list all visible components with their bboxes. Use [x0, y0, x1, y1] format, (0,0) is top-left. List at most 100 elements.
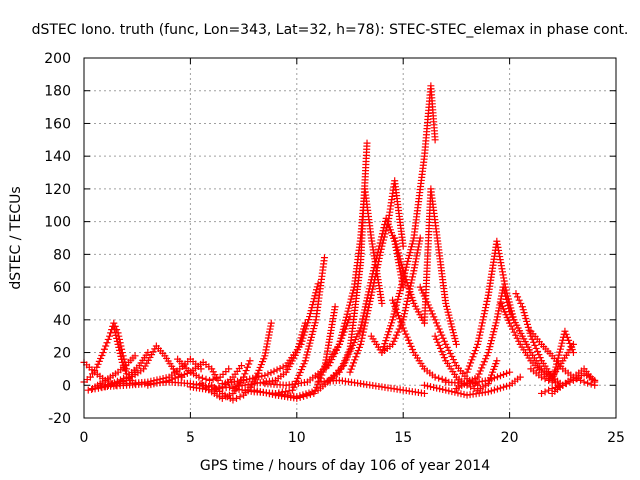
interpolated-markers	[455, 364, 469, 380]
interpolated-markers	[583, 371, 596, 383]
interpolated-markers	[312, 257, 328, 321]
data-point	[499, 283, 507, 291]
interpolated-markers	[361, 188, 375, 239]
interpolated-markers	[253, 387, 276, 398]
interpolated-markers	[540, 367, 553, 379]
interpolated-markers	[141, 345, 159, 370]
x-tick-label: 15	[394, 430, 412, 446]
data-point	[237, 362, 245, 370]
interpolated-markers	[518, 343, 533, 362]
y-tick-label: 160	[44, 116, 71, 132]
data-point	[246, 357, 254, 365]
data-point	[195, 373, 203, 381]
x-tick-label: 20	[501, 430, 519, 446]
interpolated-markers	[198, 374, 210, 383]
data-point	[506, 368, 514, 376]
interpolated-markers	[93, 370, 107, 382]
data-point	[93, 363, 101, 371]
interpolated-markers	[541, 386, 553, 396]
interpolated-markers	[163, 354, 176, 370]
data-point	[474, 340, 482, 348]
data-point	[378, 299, 386, 307]
data-point	[420, 381, 428, 389]
data-point	[357, 340, 365, 348]
interpolated-markers	[243, 372, 266, 384]
interpolated-markers	[219, 368, 230, 378]
interpolated-markers	[261, 322, 275, 357]
data-point	[106, 332, 114, 340]
interpolated-markers	[125, 367, 145, 382]
interpolated-markers	[464, 343, 480, 373]
data-point	[293, 393, 301, 401]
interpolated-markers	[298, 316, 313, 345]
data-point	[289, 386, 297, 394]
data-point	[548, 378, 556, 386]
interpolated-markers	[381, 342, 394, 354]
interpolated-markers	[572, 371, 585, 383]
interpolated-markers	[444, 359, 459, 378]
interpolated-markers	[443, 302, 460, 345]
tick-layer: -20 0 20 40 60 80 100 120 140 160 180 200 0 5 10 15 20 25	[44, 51, 625, 446]
series-arc-39	[314, 376, 428, 397]
interpolated-markers	[549, 330, 568, 383]
series-arc-24	[391, 185, 460, 348]
interpolated-markers	[541, 375, 553, 384]
interpolated-markers	[529, 351, 544, 370]
data-point	[591, 376, 599, 384]
data-point	[357, 324, 365, 332]
data-point	[548, 385, 556, 393]
interpolated-markers	[351, 237, 364, 288]
interpolated-markers	[210, 383, 224, 395]
interpolated-markers	[551, 383, 564, 395]
interpolated-markers	[391, 237, 406, 272]
data-point	[399, 267, 407, 275]
data-point	[416, 234, 424, 242]
y-tick-label: 120	[44, 182, 71, 198]
data-point	[306, 313, 314, 321]
interpolated-markers	[412, 351, 427, 370]
series-arc-34	[527, 327, 599, 389]
interpolated-markers	[327, 364, 345, 382]
interpolated-markers	[369, 335, 384, 354]
interpolated-markers	[410, 155, 428, 239]
data-point	[229, 396, 237, 404]
data-point	[420, 389, 428, 397]
interpolated-markers	[476, 381, 490, 393]
interpolated-markers	[221, 391, 234, 402]
interpolated-markers	[83, 361, 96, 374]
x-axis-label: GPS time / hours of day 106 of year 2014	[200, 458, 490, 474]
data-point	[114, 340, 122, 348]
interpolated-markers	[168, 367, 181, 379]
data-point	[335, 340, 343, 348]
interpolated-markers	[202, 361, 213, 371]
data-point	[399, 242, 407, 250]
interpolated-markers	[475, 352, 491, 378]
interpolated-markers	[427, 188, 441, 239]
interpolated-markers	[435, 374, 446, 383]
series-arc-12	[197, 357, 254, 402]
data-point	[261, 371, 269, 379]
interpolated-markers	[274, 370, 287, 382]
series-arc-23	[378, 82, 439, 357]
interpolated-markers	[493, 240, 509, 288]
interpolated-markers	[424, 382, 447, 393]
interpolated-markers	[115, 332, 126, 353]
interpolated-markers	[530, 367, 543, 379]
y-axis-label: dSTEC / TECUs	[8, 186, 24, 289]
interpolated-markers	[514, 293, 525, 307]
interpolated-markers	[432, 319, 448, 345]
plot-frame	[83, 57, 617, 419]
data-point	[493, 357, 501, 365]
interpolated-markers	[561, 367, 575, 379]
data-point	[559, 381, 567, 389]
data-point	[391, 234, 399, 242]
interpolated-markers	[296, 387, 319, 400]
series-arc-38	[420, 373, 524, 399]
interpolated-markers	[316, 343, 342, 379]
interpolated-markers	[210, 389, 224, 401]
interpolated-markers	[539, 359, 554, 378]
x-tick-label: 0	[80, 430, 89, 446]
interpolated-markers	[528, 335, 544, 362]
interpolated-markers	[127, 354, 137, 364]
